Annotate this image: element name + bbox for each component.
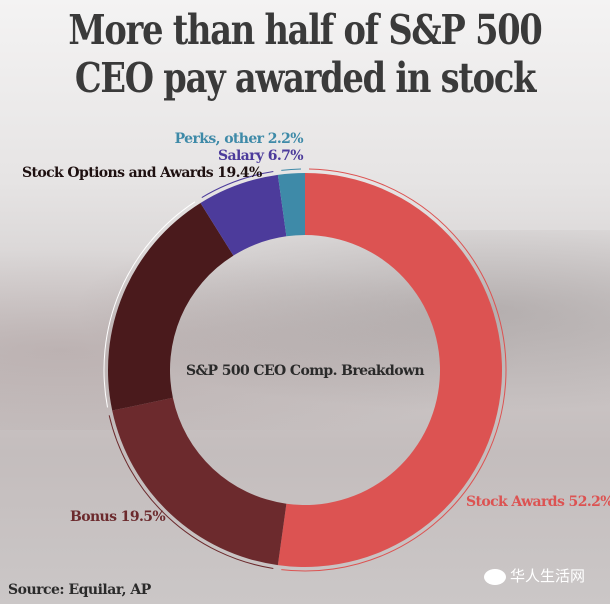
leader-arc [281, 168, 507, 572]
watermark-text: 华人生活网 [510, 567, 586, 585]
wechat-icon [484, 568, 506, 585]
label-perks: Perks, other 2.2% [175, 131, 304, 147]
label-stock-awards: Stock Awards 52.2% [466, 494, 610, 510]
leader-arc [281, 168, 301, 171]
slice-stock-options-and-awards [107, 203, 234, 411]
watermark: 华人生活网 [484, 565, 585, 586]
label-bonus: Bonus 19.5% [70, 509, 165, 525]
leader-arc [201, 171, 274, 198]
background [0, 230, 610, 430]
slice-salary [200, 174, 287, 256]
label-salary: Salary 6.7% [218, 148, 303, 164]
chart-title: More than half of S&P 500 CEO pay awarded… [68, 6, 542, 102]
label-stock-options: Stock Options and Awards 19.4% [22, 165, 262, 181]
slice-stock-awards [277, 173, 503, 568]
leader-arc [108, 415, 274, 569]
slice-perks-other [277, 173, 305, 237]
source-note: Source: Equilar, AP [8, 582, 151, 598]
center-label: S&P 500 CEO Comp. Breakdown [186, 363, 424, 379]
slice-bonus [112, 397, 287, 566]
leader-arc [103, 201, 196, 408]
